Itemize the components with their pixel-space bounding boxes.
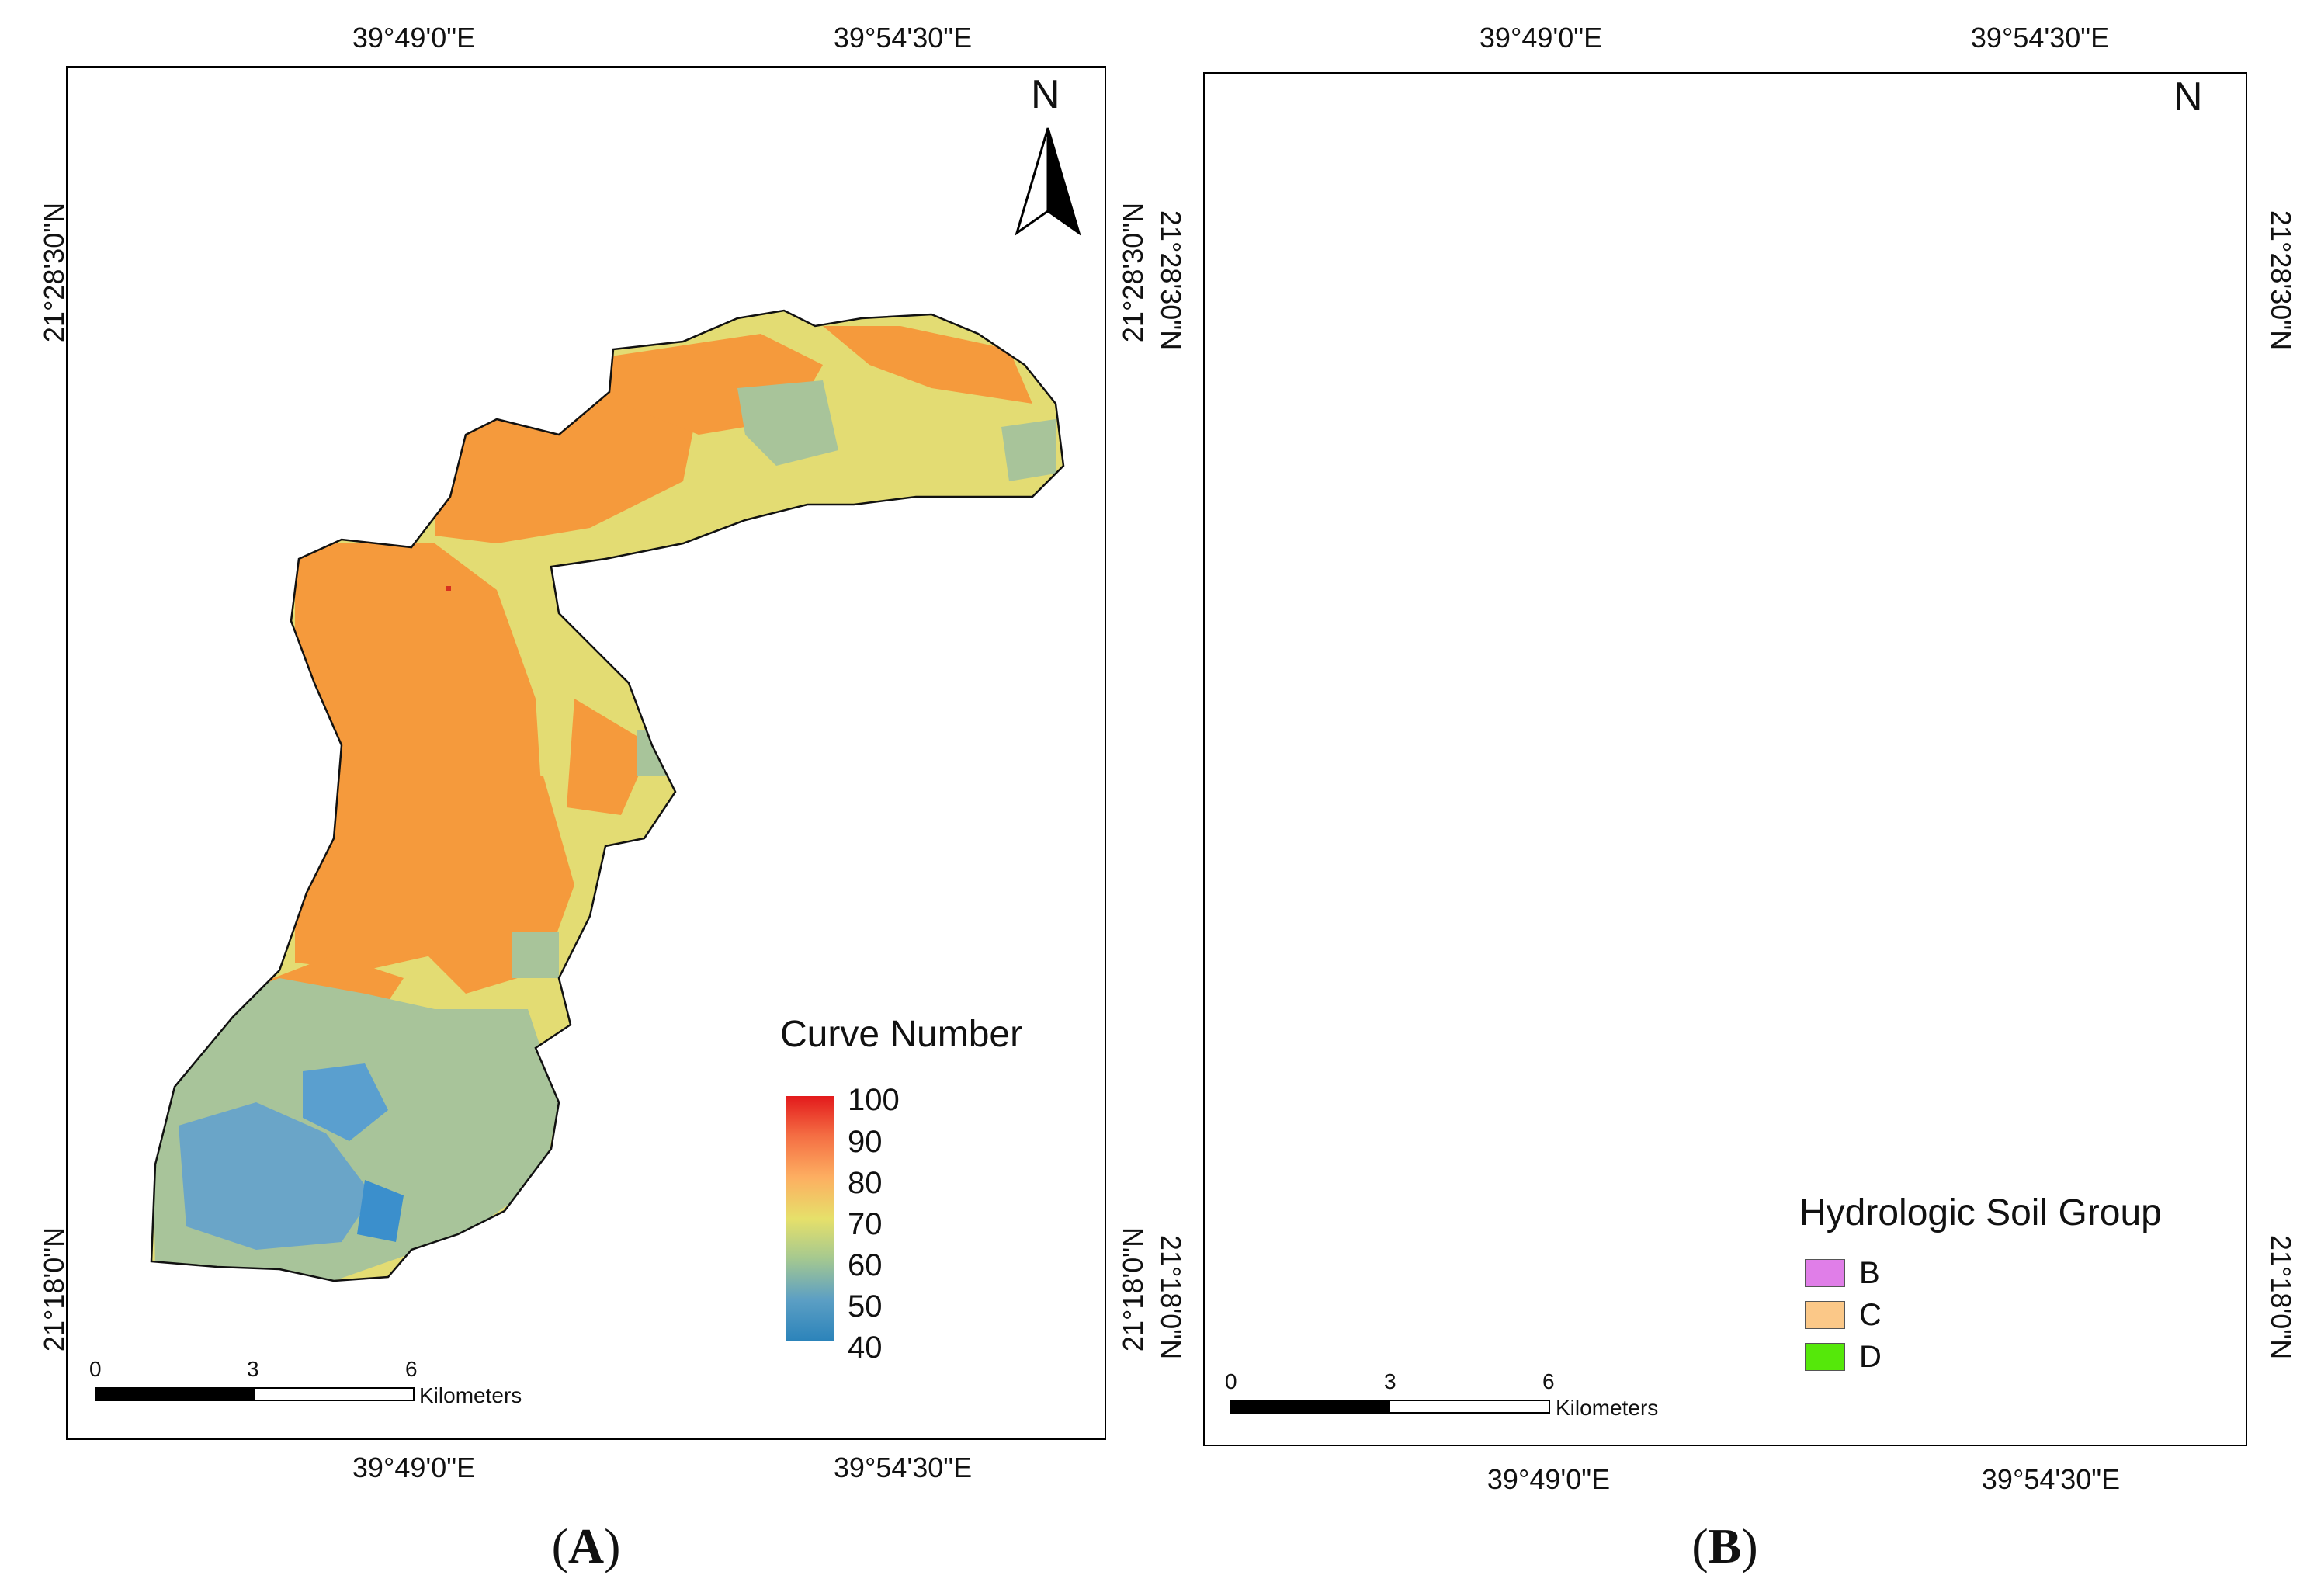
map-frame-b xyxy=(1203,72,2247,1446)
soil-group-c-swatch xyxy=(1805,1301,1845,1329)
cn-value-60: 60 xyxy=(848,1248,883,1282)
scale-b-6: 6 xyxy=(1542,1369,1555,1393)
cn-value-80: 80 xyxy=(848,1166,883,1200)
top-tick-a-1: 39°49'0"E xyxy=(352,22,476,54)
scale-a-unit: Kilometers xyxy=(419,1383,522,1407)
top-tick-b-2: 39°54'30"E xyxy=(1970,22,2110,54)
soil-group-d-swatch xyxy=(1805,1343,1845,1371)
panel-label-a: (A) xyxy=(551,1518,621,1573)
soil-group-d-label: D xyxy=(1859,1340,1882,1374)
left-tick-b-1: 21°28'30"N xyxy=(1155,210,1187,351)
curve-number-legend-title: Curve Number xyxy=(780,1014,1023,1055)
scale-b-0: 0 xyxy=(1225,1369,1237,1393)
scale-bar-a xyxy=(95,1387,415,1401)
soil-group-b-label: B xyxy=(1859,1256,1880,1290)
top-tick-b-1: 39°49'0"E xyxy=(1479,22,1603,54)
soil-group-legend-title: Hydrologic Soil Group xyxy=(1799,1192,2162,1233)
bottom-tick-b-2: 39°54'30"E xyxy=(1981,1463,2121,1495)
right-tick-b-1: 21°28'30"N xyxy=(2265,210,2297,351)
cn-value-40: 40 xyxy=(848,1331,883,1365)
north-arrow-a xyxy=(1015,127,1081,236)
soil-group-b-swatch xyxy=(1805,1259,1845,1287)
top-tick-a-2: 39°54'30"E xyxy=(833,22,973,54)
scale-a-0: 0 xyxy=(89,1357,102,1381)
scale-bar-b xyxy=(1230,1400,1550,1414)
bottom-tick-a-1: 39°49'0"E xyxy=(352,1452,476,1483)
scale-b-3: 3 xyxy=(1384,1369,1396,1393)
cn-value-50: 50 xyxy=(848,1289,883,1324)
scale-a-6: 6 xyxy=(405,1357,418,1381)
right-tick-b-2: 21°18'0"N xyxy=(2265,1234,2297,1360)
scale-a-3: 3 xyxy=(247,1357,259,1381)
soil-group-c-label: C xyxy=(1859,1298,1882,1332)
bottom-tick-a-2: 39°54'30"E xyxy=(833,1452,973,1483)
north-label-b: N xyxy=(2173,75,2203,120)
north-label-a: N xyxy=(1031,72,1060,117)
bottom-tick-b-1: 39°49'0"E xyxy=(1487,1463,1611,1495)
cn-value-70: 70 xyxy=(848,1207,883,1241)
cn-value-90: 90 xyxy=(848,1125,883,1159)
curve-number-color-ramp xyxy=(786,1096,834,1341)
cn-value-100: 100 xyxy=(848,1083,900,1117)
left-tick-b-2: 21°18'0"N xyxy=(1155,1234,1187,1360)
panel-label-b: (B) xyxy=(1691,1518,1758,1573)
scale-b-unit: Kilometers xyxy=(1556,1396,1659,1420)
